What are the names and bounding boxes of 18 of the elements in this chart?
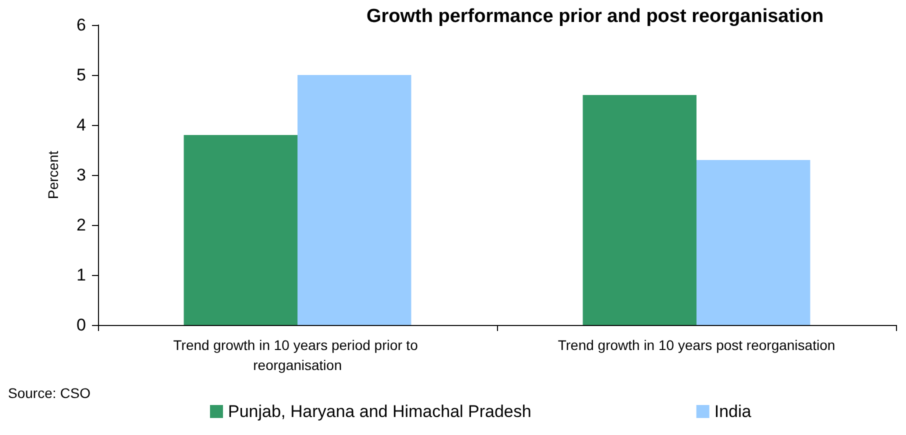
y-tick-label: 2 — [76, 216, 86, 234]
y-tick-label: 3 — [76, 166, 86, 184]
y-tick-label: 1 — [76, 266, 86, 284]
y-tick-label: 6 — [76, 16, 86, 34]
y-tick-label: 0 — [76, 316, 86, 334]
x-tick-label: Trend growth in 10 years post reorganisation — [558, 337, 836, 353]
bar — [582, 95, 696, 325]
x-tick-label: Trend growth in 10 years period prior to reorganisation — [173, 337, 422, 373]
legend-label: Punjab, Haryana and Himachal Pradesh — [228, 402, 532, 421]
y-tick-label: 4 — [76, 116, 86, 134]
source-note: Source: CSO — [8, 385, 91, 401]
bar — [696, 160, 810, 325]
legend-label: India — [714, 402, 752, 421]
chart-title: Growth performance prior and post reorganisation — [366, 6, 824, 27]
y-tick-label: 5 — [76, 66, 86, 84]
bar — [298, 75, 412, 325]
y-axis-title: Percent — [45, 150, 61, 200]
bar — [184, 135, 298, 325]
